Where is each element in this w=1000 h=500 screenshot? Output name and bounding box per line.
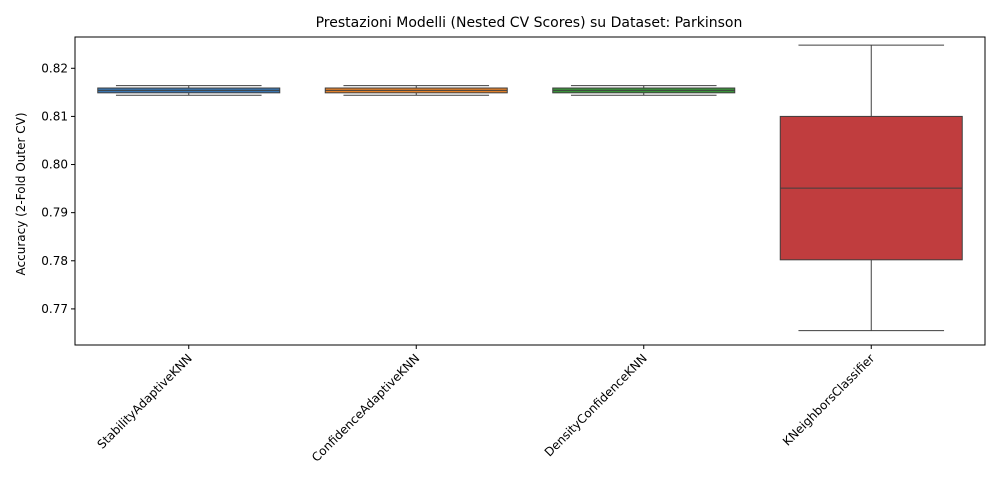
y-tick-label: 0.82 [41,61,68,75]
chart-marks: 0.77 0.78 0.79 0.80 0.81 0.82 StabilityAdaptiv… [41,44,963,465]
y-tick-label: 0.78 [41,254,68,268]
x-tick-label: DensityConfidenceKNN [542,351,650,459]
x-tick-label: StabilityAdaptiveKNN [94,351,194,451]
y-tick-label: 0.77 [41,302,68,316]
x-tick-label: KNeighborsClassifier [780,351,877,448]
x-tick-label: ConfidenceAdaptiveKNN [309,351,422,464]
plot-area-frame [74,36,986,346]
y-tick-label: 0.81 [41,109,68,123]
y-tick-label: 0.80 [41,158,68,172]
chart-title: Prestazioni Modelli (Nested CV Scores) s… [316,15,743,31]
y-tick-label: 0.79 [41,206,68,220]
y-axis-label: Accuracy (2-Fold Outer CV) [14,113,28,276]
